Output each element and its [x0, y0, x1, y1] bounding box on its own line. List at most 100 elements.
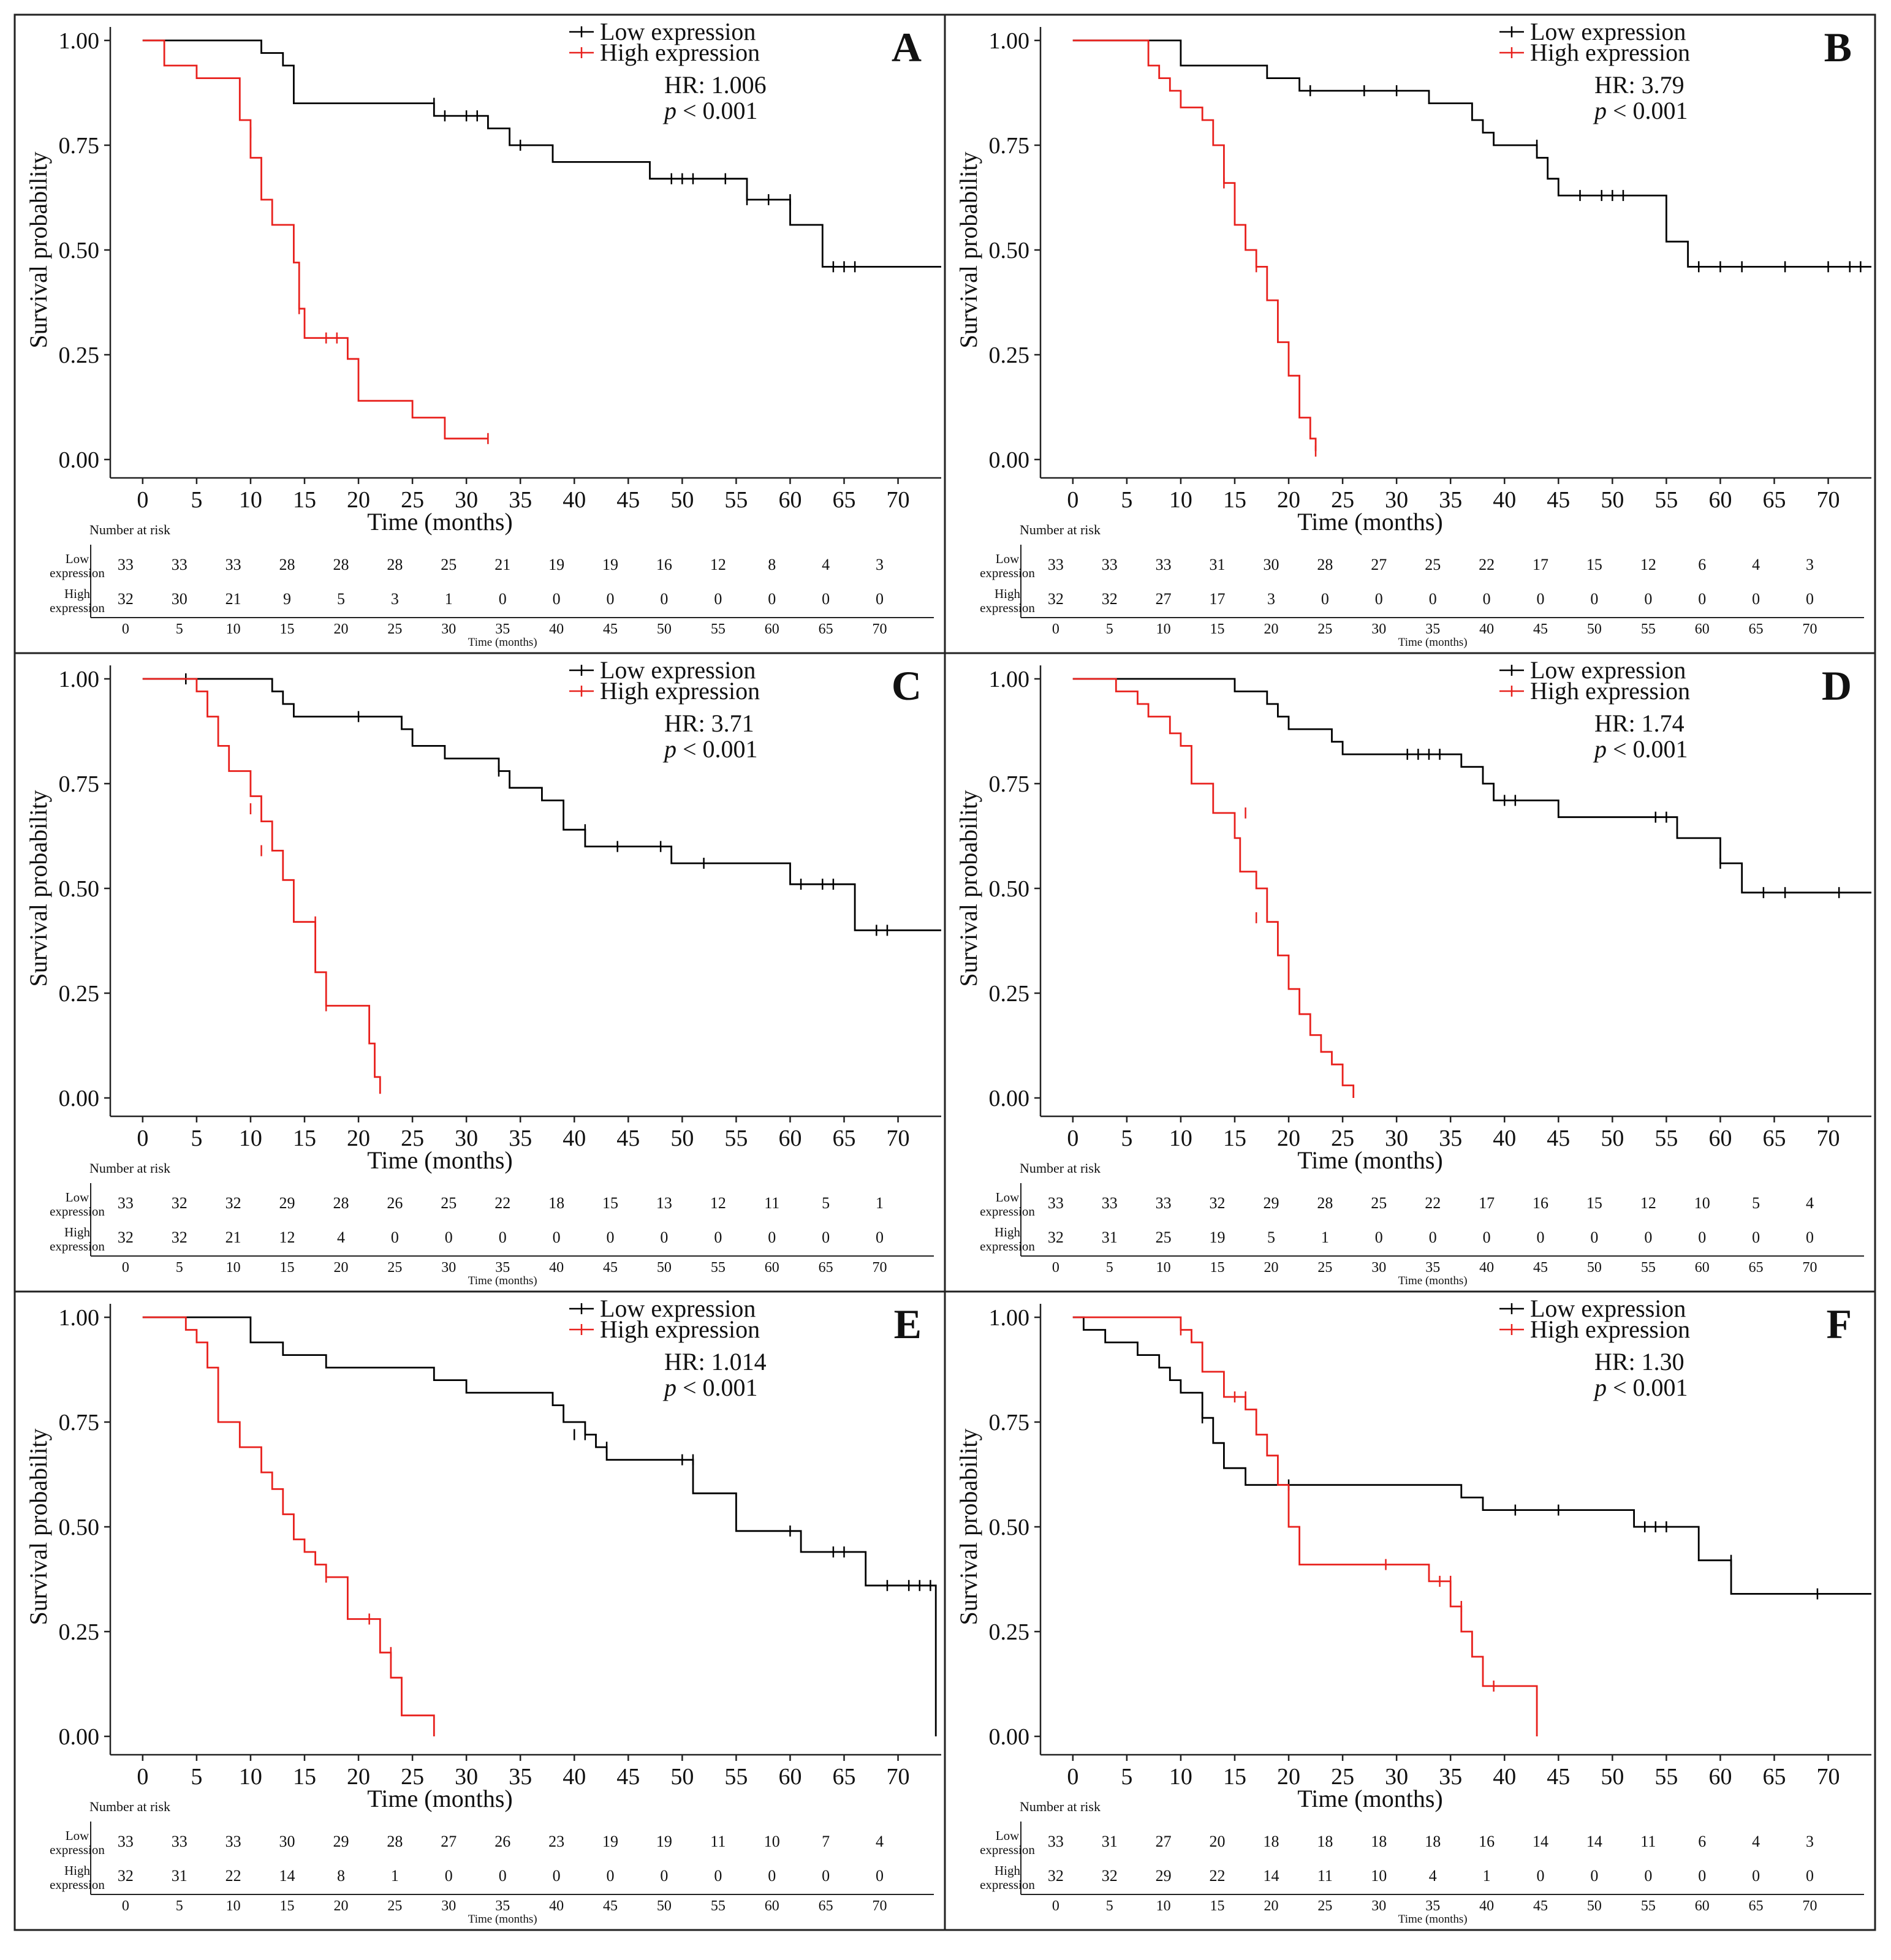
risk-time-label: 35 — [1425, 1898, 1440, 1914]
x-tick-label: 5 — [1121, 1764, 1132, 1790]
risk-count-low: 3 — [876, 556, 884, 573]
risk-time-label: 55 — [1641, 1898, 1656, 1914]
risk-count-high: 0 — [1698, 590, 1706, 608]
x-tick-label: 5 — [191, 487, 202, 513]
x-tick-label: 25 — [1331, 1126, 1354, 1151]
risk-count-high: 10 — [1371, 1867, 1387, 1885]
risk-count-low: 25 — [1371, 1194, 1387, 1212]
x-tick-label: 30 — [1385, 1764, 1408, 1790]
x-tick-label: 35 — [1439, 1126, 1462, 1151]
risk-count-low: 12 — [1640, 1194, 1656, 1212]
x-tick-label: 5 — [191, 1764, 202, 1790]
risk-count-high: 0 — [1644, 1228, 1652, 1246]
risk-row-label-high: High — [64, 1225, 91, 1239]
y-tick-label: 0.75 — [989, 771, 1030, 797]
risk-count-high: 0 — [607, 1867, 615, 1885]
risk-count-high: 0 — [391, 1228, 399, 1246]
x-tick-label: 65 — [833, 487, 856, 513]
risk-count-low: 22 — [1479, 556, 1495, 573]
risk-count-low: 20 — [1210, 1833, 1226, 1850]
risk-time-label: 70 — [1803, 1260, 1817, 1276]
risk-count-low: 33 — [118, 556, 134, 573]
risk-time-label: 60 — [1695, 1260, 1710, 1276]
risk-count-high: 0 — [1806, 1867, 1814, 1885]
x-tick-label: 20 — [1277, 487, 1300, 513]
risk-count-high: 0 — [445, 1867, 453, 1885]
risk-row-label-low: Low — [996, 1828, 1020, 1843]
x-tick-label: 60 — [1708, 487, 1732, 513]
y-tick-label: 0.75 — [59, 133, 100, 159]
hazard-ratio: HR: 3.79 — [1594, 71, 1684, 99]
risk-count-low: 13 — [656, 1194, 672, 1212]
risk-count-low: 27 — [1371, 556, 1387, 573]
risk-time-label: 40 — [549, 621, 564, 637]
risk-count-high: 0 — [499, 1228, 507, 1246]
risk-count-high: 0 — [876, 590, 884, 608]
risk-time-label: 0 — [1052, 1898, 1059, 1914]
p-symbol: p — [662, 1374, 676, 1401]
x-tick-label: 0 — [1067, 1764, 1078, 1790]
risk-count-high: 32 — [118, 1867, 134, 1885]
risk-count-high: 0 — [1375, 1228, 1383, 1246]
risk-time-label: 50 — [657, 1898, 672, 1914]
risk-time-label: 25 — [1317, 1260, 1332, 1276]
risk-time-label: 30 — [1371, 621, 1386, 637]
risk-count-low: 28 — [1317, 556, 1333, 573]
risk-row-label-high: expression — [980, 1239, 1035, 1254]
x-tick-label: 50 — [1601, 1764, 1624, 1790]
risk-count-low: 16 — [1479, 1833, 1495, 1850]
x-tick-label: 0 — [1067, 487, 1078, 513]
risk-count-low: 16 — [656, 556, 672, 573]
risk-table-x-label: Time (months) — [1398, 1274, 1468, 1287]
risk-count-high: 29 — [1156, 1867, 1172, 1885]
risk-count-high: 0 — [607, 1228, 615, 1246]
x-tick-label: 55 — [724, 1764, 748, 1790]
x-axis-label: Time (months) — [367, 1785, 512, 1812]
risk-count-low: 4 — [876, 1833, 884, 1850]
risk-time-label: 70 — [1803, 621, 1817, 637]
risk-count-low: 10 — [1694, 1194, 1710, 1212]
x-tick-label: 0 — [137, 1764, 148, 1790]
risk-count-high: 0 — [1537, 590, 1545, 608]
risk-count-high: 0 — [876, 1867, 884, 1885]
curve-low-expression — [1072, 1316, 1871, 1595]
risk-count-high: 9 — [283, 590, 291, 608]
risk-count-high: 25 — [1156, 1228, 1172, 1246]
x-tick-label: 10 — [1169, 487, 1192, 513]
risk-time-label: 45 — [1533, 1260, 1548, 1276]
panel-letter: F — [1826, 1301, 1852, 1347]
risk-count-low: 21 — [495, 556, 510, 573]
risk-time-label: 40 — [549, 1898, 564, 1914]
risk-count-high: 27 — [1156, 590, 1172, 608]
x-tick-label: 15 — [293, 1126, 316, 1151]
risk-count-low: 23 — [548, 1833, 564, 1850]
risk-time-label: 50 — [657, 1260, 672, 1276]
risk-count-low: 33 — [1048, 556, 1064, 573]
risk-count-high: 0 — [1644, 590, 1652, 608]
x-tick-label: 50 — [670, 1126, 694, 1151]
risk-count-high: 4 — [1429, 1867, 1437, 1885]
risk-row-label-high: expression — [50, 1877, 105, 1892]
risk-time-label: 35 — [495, 1898, 510, 1914]
risk-count-high: 1 — [1483, 1867, 1491, 1885]
risk-table-title: Number at risk — [1020, 522, 1101, 537]
risk-count-high: 0 — [499, 590, 507, 608]
x-tick-label: 5 — [1121, 1126, 1132, 1151]
risk-time-label: 45 — [1533, 621, 1548, 637]
risk-count-low: 7 — [822, 1833, 830, 1850]
p-value: p < 0.001 — [662, 97, 758, 124]
x-axis-label: Time (months) — [1297, 1146, 1442, 1174]
y-axis-label: Survival probability — [25, 1428, 52, 1625]
risk-count-low: 27 — [1156, 1833, 1172, 1850]
panel-f: 0.000.250.500.751.000 5 10 15 20 25 30 35 40 45 50… — [955, 1295, 1871, 1926]
risk-count-high: 22 — [225, 1867, 241, 1885]
risk-time-label: 30 — [1371, 1898, 1386, 1914]
risk-count-low: 29 — [333, 1833, 349, 1850]
risk-count-low: 32 — [225, 1194, 241, 1212]
risk-count-low: 33 — [172, 1833, 188, 1850]
risk-count-high: 0 — [1752, 1867, 1760, 1885]
x-tick-label: 35 — [509, 1764, 532, 1790]
risk-count-low: 4 — [1806, 1194, 1814, 1212]
risk-time-label: 10 — [226, 621, 241, 637]
risk-time-label: 55 — [711, 621, 726, 637]
